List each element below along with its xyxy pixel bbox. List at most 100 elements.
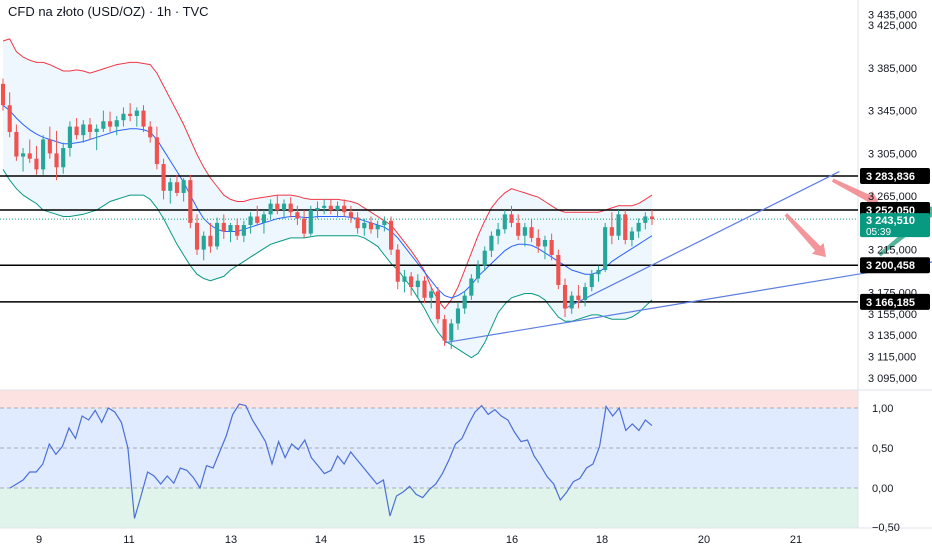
candle-body [388, 220, 394, 250]
candle-body [94, 128, 99, 132]
candle-body [375, 225, 380, 230]
time-tick-label: 16 [506, 534, 518, 546]
last-price-label: 3 243,510 [866, 215, 915, 227]
candle-body [41, 139, 46, 170]
level-price-tag [860, 168, 930, 185]
level-price-tag [860, 257, 930, 274]
candle-body [261, 214, 267, 223]
osc-tick-label: 0,50 [872, 443, 893, 455]
candle-body [482, 250, 487, 266]
candle-body [509, 214, 514, 223]
candle-body [342, 205, 347, 213]
candle-body [107, 121, 113, 127]
candle-body [154, 137, 159, 165]
candle-body [174, 182, 180, 193]
candle-body [188, 180, 193, 223]
candle-body [281, 203, 287, 211]
candle-body [295, 212, 300, 219]
candle-body [462, 295, 467, 309]
candle-body [322, 205, 327, 208]
candle-body [194, 222, 200, 250]
candle-body [128, 113, 133, 116]
candle-body [335, 205, 340, 211]
price-tick-label: 3 095,000 [868, 373, 917, 385]
osc-oversold-band [0, 488, 858, 528]
price-tick-label: 3 425,000 [868, 20, 917, 32]
time-tick-label: 11 [123, 534, 134, 546]
candle-body [583, 287, 588, 300]
time-tick-label: 20 [698, 534, 710, 546]
candle-body [502, 214, 507, 230]
candle-body [469, 278, 474, 296]
candle-body [362, 222, 367, 229]
candle-body [569, 295, 574, 309]
candle-body [395, 249, 400, 282]
osc-tick-label: 1,00 [872, 403, 893, 415]
candle-body [235, 225, 240, 236]
level-price-label: 3 166,185 [866, 297, 915, 309]
oscillator-line [9, 403, 653, 519]
candle-body [67, 126, 72, 149]
candle-body [449, 323, 454, 341]
osc-overbought-band [0, 390, 858, 408]
candle-body [442, 319, 447, 341]
candle-body [201, 235, 206, 250]
chart-title: CFD na złoto (USD/OZ) · 1h · TVC [8, 4, 209, 19]
candle-body [255, 216, 260, 223]
candle-body [308, 210, 313, 234]
osc-tick-label: 0,00 [872, 483, 893, 495]
candle-body [81, 124, 86, 136]
candle-body [542, 240, 548, 247]
candle-body [161, 164, 166, 191]
candle-body [623, 214, 628, 241]
candle-body [14, 131, 19, 157]
last-price-tag [860, 213, 930, 238]
time-tick-label: 18 [596, 534, 608, 546]
candle-body [34, 158, 39, 170]
candle-body [429, 291, 434, 298]
candle-body [141, 110, 146, 127]
candle-body [409, 276, 414, 288]
candle-body [114, 120, 119, 127]
candle-body [636, 222, 641, 232]
level-price-tag [860, 293, 930, 310]
time-tick-label: 13 [225, 534, 237, 546]
price-tick-label: 3 345,000 [868, 106, 917, 118]
candle-body [516, 222, 521, 236]
candle-body [221, 222, 226, 232]
candle-body [148, 126, 153, 138]
candle-body [522, 227, 527, 236]
price-tick-label: 3 305,000 [868, 148, 917, 160]
price-tick-label: 3 155,000 [868, 309, 917, 321]
candle-body [455, 308, 461, 324]
candle-body [355, 217, 360, 229]
candle-body [27, 153, 32, 159]
candle-body [536, 237, 541, 247]
candle-body [589, 274, 594, 288]
candle-body [181, 180, 186, 193]
time-tick-label: 14 [315, 534, 327, 546]
candle-body [475, 265, 481, 279]
candle-body [20, 153, 26, 157]
candle-body [121, 113, 126, 121]
bollinger-lower-line [2, 169, 653, 359]
time-tick-label: 15 [413, 534, 425, 546]
candle-body [248, 216, 253, 226]
price-tick-label: 3 115,000 [868, 352, 916, 364]
candle-body [496, 229, 501, 236]
candle-body [529, 227, 534, 238]
candle-body [0, 83, 6, 106]
candle-body [288, 203, 293, 213]
candle-body [215, 222, 220, 247]
candle-body [54, 153, 59, 168]
candle-body [228, 225, 233, 232]
candle-body [435, 291, 440, 320]
price-tick-label: 3 215,000 [868, 245, 917, 257]
price-tick-label: 3 135,000 [868, 330, 917, 342]
candle-body [134, 110, 139, 116]
candle-body [101, 121, 106, 129]
candle-body [603, 227, 608, 270]
candle-body [596, 269, 601, 275]
